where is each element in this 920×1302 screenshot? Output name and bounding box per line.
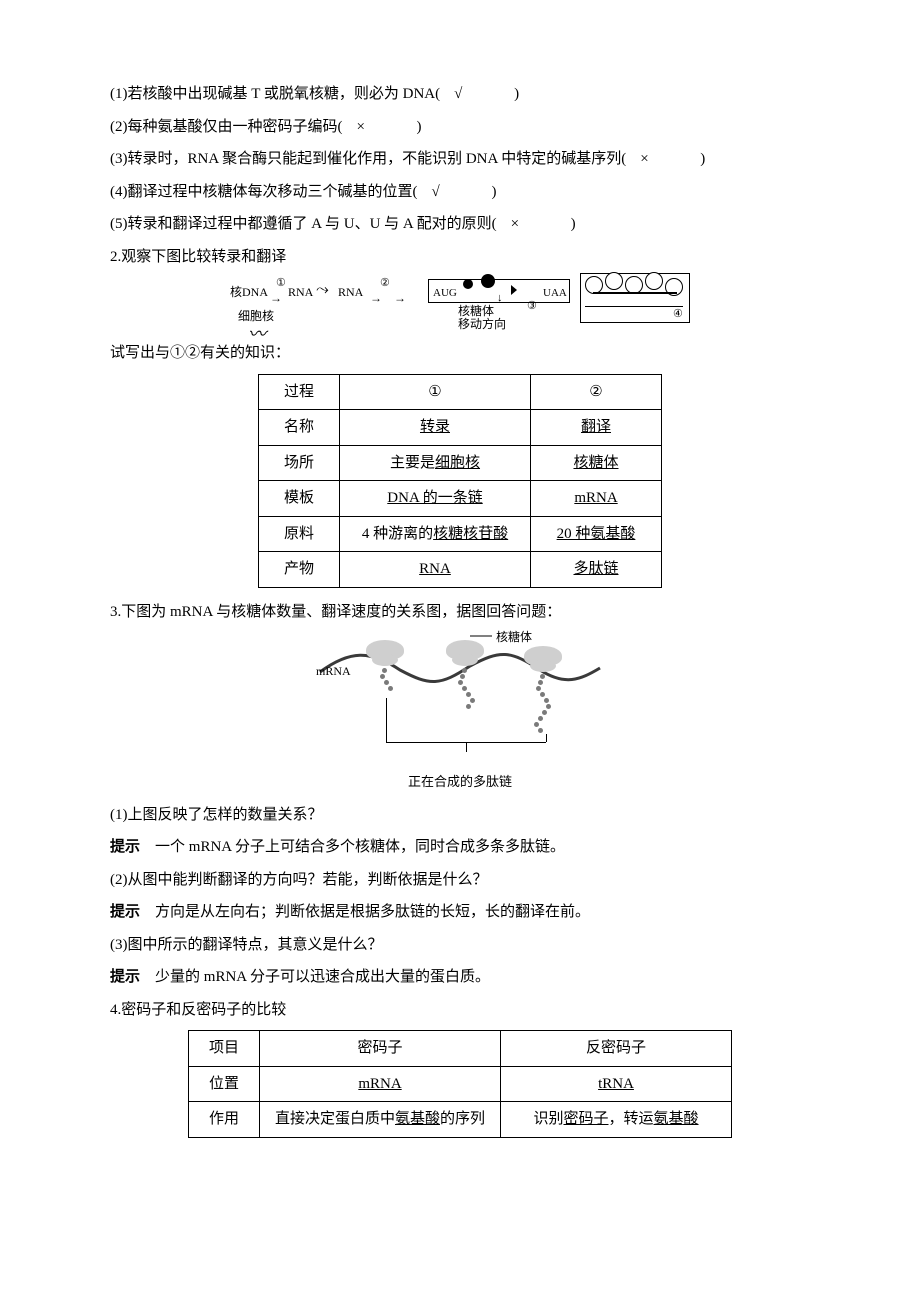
q1-s5-text: (5)转录和翻译过程中都遵循了 A 与 U、U 与 A 配对的原则( [110, 216, 497, 232]
bead-icon [538, 728, 543, 733]
q1-statement-2: (2)每种氨基酸仅由一种密码子编码(×) [110, 113, 810, 142]
swoosh-icon: 〰 [248, 317, 266, 351]
d1-codon-box: AUG ↓ ③ UAA [428, 279, 570, 303]
table-row: 场所 主要是细胞核 核糖体 [259, 445, 662, 481]
table-row: 产物 RNA 多肽链 [259, 552, 662, 588]
bead-icon [466, 704, 471, 709]
transcription-translation-diagram: 核DNA ① → RNA ⤳ RNA ② → → AUG ↓ ③ UAA [230, 277, 690, 337]
bead-icon [458, 680, 463, 685]
q1-s1-text: (1)若核酸中出现碱基 T 或脱氧核糖，则必为 DNA( [110, 86, 440, 102]
q1-s2-mark: × [343, 113, 417, 142]
q1-s1-close: ) [514, 86, 519, 102]
d1-aug: AUG [433, 283, 457, 304]
q2-title: 2.观察下图比较转录和翻译 [110, 243, 810, 272]
bead-icon [540, 692, 545, 697]
q3-s2-question: (2)从图中能判断翻译的方向吗？若能，判断依据是什么？ [110, 866, 810, 895]
bead-icon [542, 710, 547, 715]
d1-rna2-label: RNA [338, 281, 363, 304]
q3-s1-question: (1)上图反映了怎样的数量关系？ [110, 801, 810, 830]
bracket-icon [466, 742, 467, 752]
ribosome-icon [446, 640, 484, 666]
d1-rna1-label: RNA [288, 281, 313, 304]
codon-anticodon-table: 项目 密码子 反密码子 位置 mRNA tRNA 作用 直接决定蛋白质中氨基酸的… [188, 1030, 732, 1138]
q1-s4-close: ) [492, 184, 497, 200]
triangle-icon [511, 285, 517, 295]
q2-lead-text: 试写出与①②有关的知识： [110, 339, 810, 368]
bead-icon [470, 698, 475, 703]
bead-icon [538, 716, 543, 721]
bead-icon [388, 686, 393, 691]
ribosome-icon [524, 646, 562, 672]
hint-label: 提示 [110, 968, 140, 985]
table-row: 名称 转录 翻译 [259, 410, 662, 446]
table-row: 过程 ① ② [259, 374, 662, 410]
bead-icon [380, 674, 385, 679]
bracket-icon [546, 734, 547, 742]
q1-statement-4: (4)翻译过程中核糖体每次移动三个碱基的位置(√) [110, 178, 810, 207]
q1-s1-mark: √ [440, 80, 514, 109]
d2-mrna-label: mRNA [316, 660, 351, 683]
q1-s4-text: (4)翻译过程中核糖体每次移动三个碱基的位置( [110, 184, 418, 200]
q1-s2-close: ) [417, 119, 422, 135]
bead-icon [384, 680, 389, 685]
table-row: 原料 4 种游离的核糖核苷酸 20 种氨基酸 [259, 516, 662, 552]
q4-title: 4.密码子和反密码子的比较 [110, 996, 810, 1025]
transcription-translation-table: 过程 ① ② 名称 转录 翻译 场所 主要是细胞核 核糖体 模板 DNA 的一条… [258, 374, 662, 588]
bead-icon [382, 668, 387, 673]
q1-statement-1: (1)若核酸中出现碱基 T 或脱氧核糖，则必为 DNA(√) [110, 80, 810, 109]
q1-s4-mark: √ [418, 178, 492, 207]
bead-icon [460, 674, 465, 679]
ribosome-dot-icon [463, 279, 473, 289]
tbl1-h1: ① [340, 374, 531, 410]
q3-s3-hint: 提示 少量的 mRNA 分子可以迅速合成出大量的蛋白质。 [110, 963, 810, 992]
tbl1-h2: ② [531, 374, 662, 410]
table-row: 项目 密码子 反密码子 [189, 1031, 732, 1067]
q1-s5-mark: × [497, 210, 571, 239]
tbl1-h0: 过程 [259, 374, 340, 410]
d1-dna-label: 核DNA [230, 281, 268, 304]
q1-s3-close: ) [700, 151, 705, 167]
bead-icon [544, 698, 549, 703]
document-page: (1)若核酸中出现碱基 T 或脱氧核糖，则必为 DNA(√) (2)每种氨基酸仅… [0, 0, 920, 1302]
bracket-icon [386, 698, 387, 742]
d1-ribosome-move-label: 核糖体 移动方向 [458, 305, 506, 331]
curve-icon: ⤳ [316, 275, 329, 305]
bead-icon [546, 704, 551, 709]
bead-icon [462, 686, 467, 691]
bead-icon [534, 722, 539, 727]
q1-statement-5: (5)转录和翻译过程中都遵循了 A 与 U、U 与 A 配对的原则(×) [110, 210, 810, 239]
table-row: 模板 DNA 的一条链 mRNA [259, 481, 662, 517]
d1-uaa: UAA [543, 283, 567, 304]
q3-title: 3.下图为 mRNA 与核糖体数量、翻译速度的关系图，据图回答问题： [110, 598, 810, 627]
d2-caption: 正在合成的多肽链 [110, 770, 810, 795]
bead-icon [540, 674, 545, 679]
table-row: 位置 mRNA tRNA [189, 1066, 732, 1102]
mrna-ribosome-diagram: 核糖体 mRNA [310, 630, 610, 770]
q3-s3-question: (3)图中所示的翻译特点，其意义是什么？ [110, 931, 810, 960]
q3-s1-hint-text: 一个 mRNA 分子上可结合多个核糖体，同时合成多条多肽链。 [155, 839, 565, 855]
q1-statement-3: (3)转录时，RNA 聚合酶只能起到催化作用，不能识别 DNA 中特定的碱基序列… [110, 145, 810, 174]
q3-s2-hint: 提示 方向是从左向右；判断依据是根据多肽链的长短，长的翻译在前。 [110, 898, 810, 927]
q1-s2-text: (2)每种氨基酸仅由一种密码子编码( [110, 119, 343, 135]
hint-label: 提示 [110, 903, 140, 920]
q1-s3-mark: × [626, 145, 700, 174]
table-row: 作用 直接决定蛋白质中氨基酸的序列 识别密码子，转运氨基酸 [189, 1102, 732, 1138]
q3-s1-hint: 提示 一个 mRNA 分子上可结合多个核糖体，同时合成多条多肽链。 [110, 833, 810, 862]
q3-s2-hint-text: 方向是从左向右；判断依据是根据多肽链的长短，长的翻译在前。 [155, 904, 590, 920]
q3-s3-hint-text: 少量的 mRNA 分子可以迅速合成出大量的蛋白质。 [155, 969, 490, 985]
ribosome-dot-icon [481, 274, 495, 288]
ribosome-icon [366, 640, 404, 666]
bead-icon [462, 668, 467, 673]
bead-icon [536, 686, 541, 691]
hint-label: 提示 [110, 838, 140, 855]
q1-s3-text: (3)转录时，RNA 聚合酶只能起到催化作用，不能识别 DNA 中特定的碱基序列… [110, 151, 626, 167]
q1-s5-close: ) [571, 216, 576, 232]
bead-icon [538, 680, 543, 685]
bead-icon [466, 692, 471, 697]
